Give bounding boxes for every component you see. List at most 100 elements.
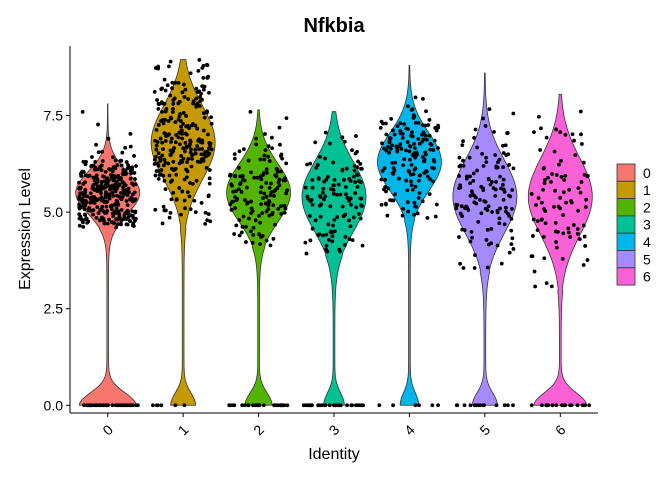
point [179, 159, 183, 163]
point [204, 110, 209, 115]
point [468, 181, 472, 186]
point [284, 116, 289, 121]
point [114, 187, 118, 192]
point [501, 143, 505, 148]
point [152, 162, 157, 166]
point [228, 202, 233, 207]
point [507, 213, 511, 218]
point [380, 169, 385, 173]
point [359, 166, 363, 171]
point [541, 187, 546, 192]
point [310, 178, 315, 182]
point [454, 206, 459, 211]
point [309, 197, 314, 202]
point [161, 173, 166, 178]
point [110, 211, 115, 216]
point [303, 240, 308, 245]
point [174, 133, 179, 137]
point [355, 165, 360, 170]
point [459, 204, 464, 209]
point [350, 238, 355, 242]
point [343, 185, 348, 189]
point [153, 138, 157, 143]
point [244, 240, 248, 244]
point [166, 161, 171, 166]
point [579, 180, 584, 184]
point [344, 166, 349, 171]
point [581, 160, 586, 165]
point [493, 187, 498, 192]
point [414, 150, 419, 155]
point [153, 173, 158, 178]
point [412, 200, 417, 205]
point [273, 188, 278, 193]
point [128, 131, 133, 136]
point [232, 152, 237, 157]
point [115, 174, 120, 179]
point [107, 217, 112, 222]
point [575, 227, 580, 231]
point [561, 190, 566, 195]
point [266, 207, 271, 211]
point [273, 222, 277, 227]
point [103, 403, 108, 408]
point [246, 158, 251, 163]
point [95, 178, 100, 182]
point [98, 164, 102, 169]
legend-label-1: 1 [643, 182, 651, 198]
point [335, 215, 340, 219]
point [406, 127, 410, 131]
point [117, 212, 122, 217]
point [313, 140, 318, 145]
point [201, 111, 206, 116]
point [345, 403, 349, 408]
point [257, 213, 261, 218]
point [416, 120, 421, 125]
point [98, 184, 103, 189]
point [497, 221, 502, 226]
point [391, 198, 396, 203]
point [497, 216, 502, 221]
point [78, 171, 83, 176]
violin-4 [377, 64, 442, 406]
point [271, 236, 276, 241]
point [431, 179, 435, 184]
point [128, 144, 133, 149]
point [330, 230, 335, 235]
point [540, 217, 544, 222]
point [307, 214, 312, 218]
point [347, 237, 352, 242]
point [156, 106, 161, 111]
point [197, 147, 202, 152]
point [258, 242, 262, 247]
point [168, 59, 173, 64]
point [180, 90, 185, 95]
point [110, 403, 115, 408]
point [509, 216, 514, 221]
point [131, 183, 136, 187]
point [461, 158, 465, 163]
point [89, 195, 94, 200]
point [237, 233, 242, 238]
point [471, 179, 476, 183]
point [112, 174, 117, 178]
point [472, 135, 477, 140]
point [408, 157, 412, 162]
point [331, 160, 336, 165]
point [552, 205, 556, 209]
point [323, 194, 328, 199]
point [91, 182, 96, 187]
point [160, 221, 165, 226]
point [461, 163, 466, 168]
point [112, 221, 116, 226]
point [93, 159, 98, 164]
point [404, 148, 408, 153]
point [427, 192, 432, 196]
point [320, 403, 325, 408]
point [98, 403, 103, 408]
point [207, 181, 212, 186]
point [183, 140, 188, 145]
point [111, 155, 115, 160]
point [401, 163, 406, 168]
point [254, 142, 259, 147]
